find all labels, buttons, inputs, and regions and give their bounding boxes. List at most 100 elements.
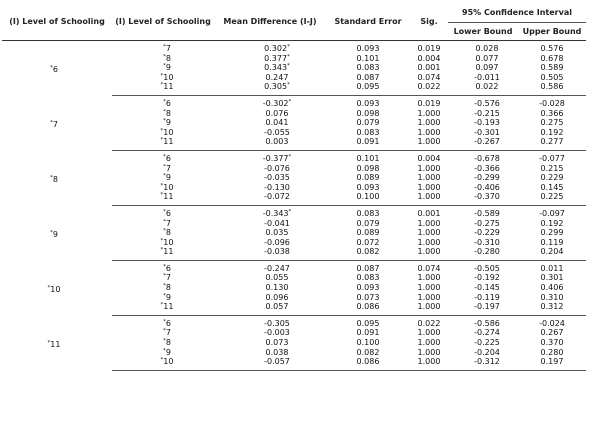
j-level-value: 8 [165,108,171,118]
lower-bound-cell: -0.145 [474,283,500,293]
mean-difference-value: 0.096 [265,292,289,302]
upper-bound-cell: 0.310 [540,292,564,302]
footnote-mark: * [163,153,166,160]
mean-difference-value: -0.305 [264,318,290,328]
table-row: *7 -0.041 0.079 1.000 -0.275 0.192 [2,219,586,229]
footnote-mark: * [163,228,166,235]
upper-bound-cell: 0.145 [540,182,564,192]
mean-difference-value: 0.305 [264,82,288,92]
mean-difference-cell: -0.130 [214,183,326,193]
table-row: *11 -0.038 0.082 1.000 -0.280 0.204 [2,247,587,261]
footnote-mark: * [163,263,166,270]
j-level-cell: *6 [112,315,214,328]
j-level-cell: *10 [112,73,214,83]
header-sig: Sig. [410,3,448,41]
mean-difference-cell: 0.076 [214,109,326,119]
footnote-mark: * [163,218,166,225]
mean-difference-cell: 0.377* [214,54,326,64]
upper-bound-cell: -0.028 [539,98,565,108]
standard-error-cell: 0.082 [326,247,410,261]
table-row: *10 0.247 0.087 0.074 -0.011 0.505 [2,73,586,83]
sig-cell: 0.004 [417,153,441,163]
standard-error-cell: 0.093 [356,44,380,53]
lower-bound-cell: -0.406 [474,182,500,192]
mean-difference-value: 0.038 [265,347,289,357]
lower-bound-cell: -0.274 [474,328,500,338]
j-level-cell: *6 [112,205,214,218]
table-row: *9 *6 -0.343* 0.083 0.001 -0.589 -0.097 [2,205,586,239]
lower-bound-cell: -0.586 [474,318,500,328]
header-j-level: (I) Level of Schooling [112,3,214,41]
standard-error-cell: 0.087 [356,263,380,273]
j-level-value: 7 [165,218,171,228]
standard-error-cell: 0.098 [356,108,380,118]
j-level-cell: *8 [112,283,214,293]
sig-cell: 0.074 [417,72,441,82]
i-level-value: 8 [52,174,58,184]
j-level-cell: *9 [112,293,214,303]
mean-difference-cell: -0.003 [214,328,326,338]
lower-bound-cell: -0.193 [474,118,500,128]
standard-error-cell: 0.095 [356,318,380,328]
j-level-cell: *7 [112,219,214,229]
mean-difference-value: 0.076 [265,108,289,118]
standard-error-cell: 0.083 [356,127,380,137]
j-level-value: 9 [165,292,171,302]
standard-error-cell: 0.079 [356,218,380,228]
footnote-mark: * [50,119,53,126]
significance-star: * [287,82,290,89]
mean-difference-value: -0.130 [264,182,290,192]
upper-bound-cell: 0.505 [540,72,564,82]
mean-difference-cell: -0.247 [214,260,326,273]
j-level-value: 11 [163,192,174,202]
footnote-mark: * [47,339,51,346]
upper-bound-cell: 0.586 [518,82,587,96]
footnote-mark: * [50,229,53,236]
i-level-cell: *11 [2,315,112,370]
j-level-value: 6 [165,153,171,163]
upper-bound-cell: 0.280 [540,347,564,357]
mean-difference-value: 0.055 [265,273,289,283]
mean-difference-cell: 0.096 [214,293,326,303]
footnote-mark: * [163,283,166,290]
mean-difference-value: 0.302 [264,44,288,53]
table-row: *10 -0.057 0.086 1.000 -0.312 0.197 [2,357,587,371]
footnote-mark: * [160,182,164,189]
lower-bound-cell: 0.077 [475,53,499,63]
mean-difference-cell: -0.343* [214,205,326,218]
lower-bound-cell: -0.678 [474,153,500,163]
j-level-cell: *8 [112,228,214,238]
upper-bound-cell: 0.215 [540,163,564,173]
i-level-cell: *10 [2,260,112,315]
footnote-mark: * [160,127,164,134]
j-level-value: 7 [165,163,171,173]
standard-error-cell: 0.082 [356,347,380,357]
j-level-cell: *8 [112,109,214,119]
table-row: *10 -0.130 0.093 1.000 -0.406 0.145 [2,183,586,193]
footnote-mark: * [163,98,166,105]
sig-cell: 1.000 [410,192,448,206]
mean-difference-value: -0.377 [262,153,289,163]
j-level-cell: *9 [112,118,214,128]
sig-cell: 0.019 [417,98,441,108]
table-row: *9 0.041 0.079 1.000 -0.193 0.275 [2,118,586,128]
mean-difference-cell: -0.038 [214,247,326,261]
sig-cell: 1.000 [410,357,448,371]
lower-bound-cell: 0.028 [475,44,499,53]
table-row: *11 0.003 0.091 1.000 -0.267 0.277 [2,137,587,151]
j-level-value: 6 [165,208,171,218]
table-row: *8 0.130 0.093 1.000 -0.145 0.406 [2,283,586,293]
footnote-mark: * [163,318,166,325]
j-level-value: 9 [165,347,171,357]
table-row: *8 *6 -0.377* 0.101 0.004 -0.678 -0.077 [2,150,586,184]
standard-error-cell: 0.093 [356,182,380,192]
j-level-cell: *7 [112,41,214,54]
j-level-value: 9 [165,118,171,128]
upper-bound-cell: 0.366 [540,108,564,118]
mean-difference-value: -0.076 [264,163,290,173]
mean-difference-cell: 0.302* [214,41,326,54]
lower-bound-cell: -0.370 [448,192,518,206]
footnote-mark: * [163,53,166,60]
j-level-value: 6 [165,263,171,273]
standard-error-cell: 0.086 [326,357,410,371]
